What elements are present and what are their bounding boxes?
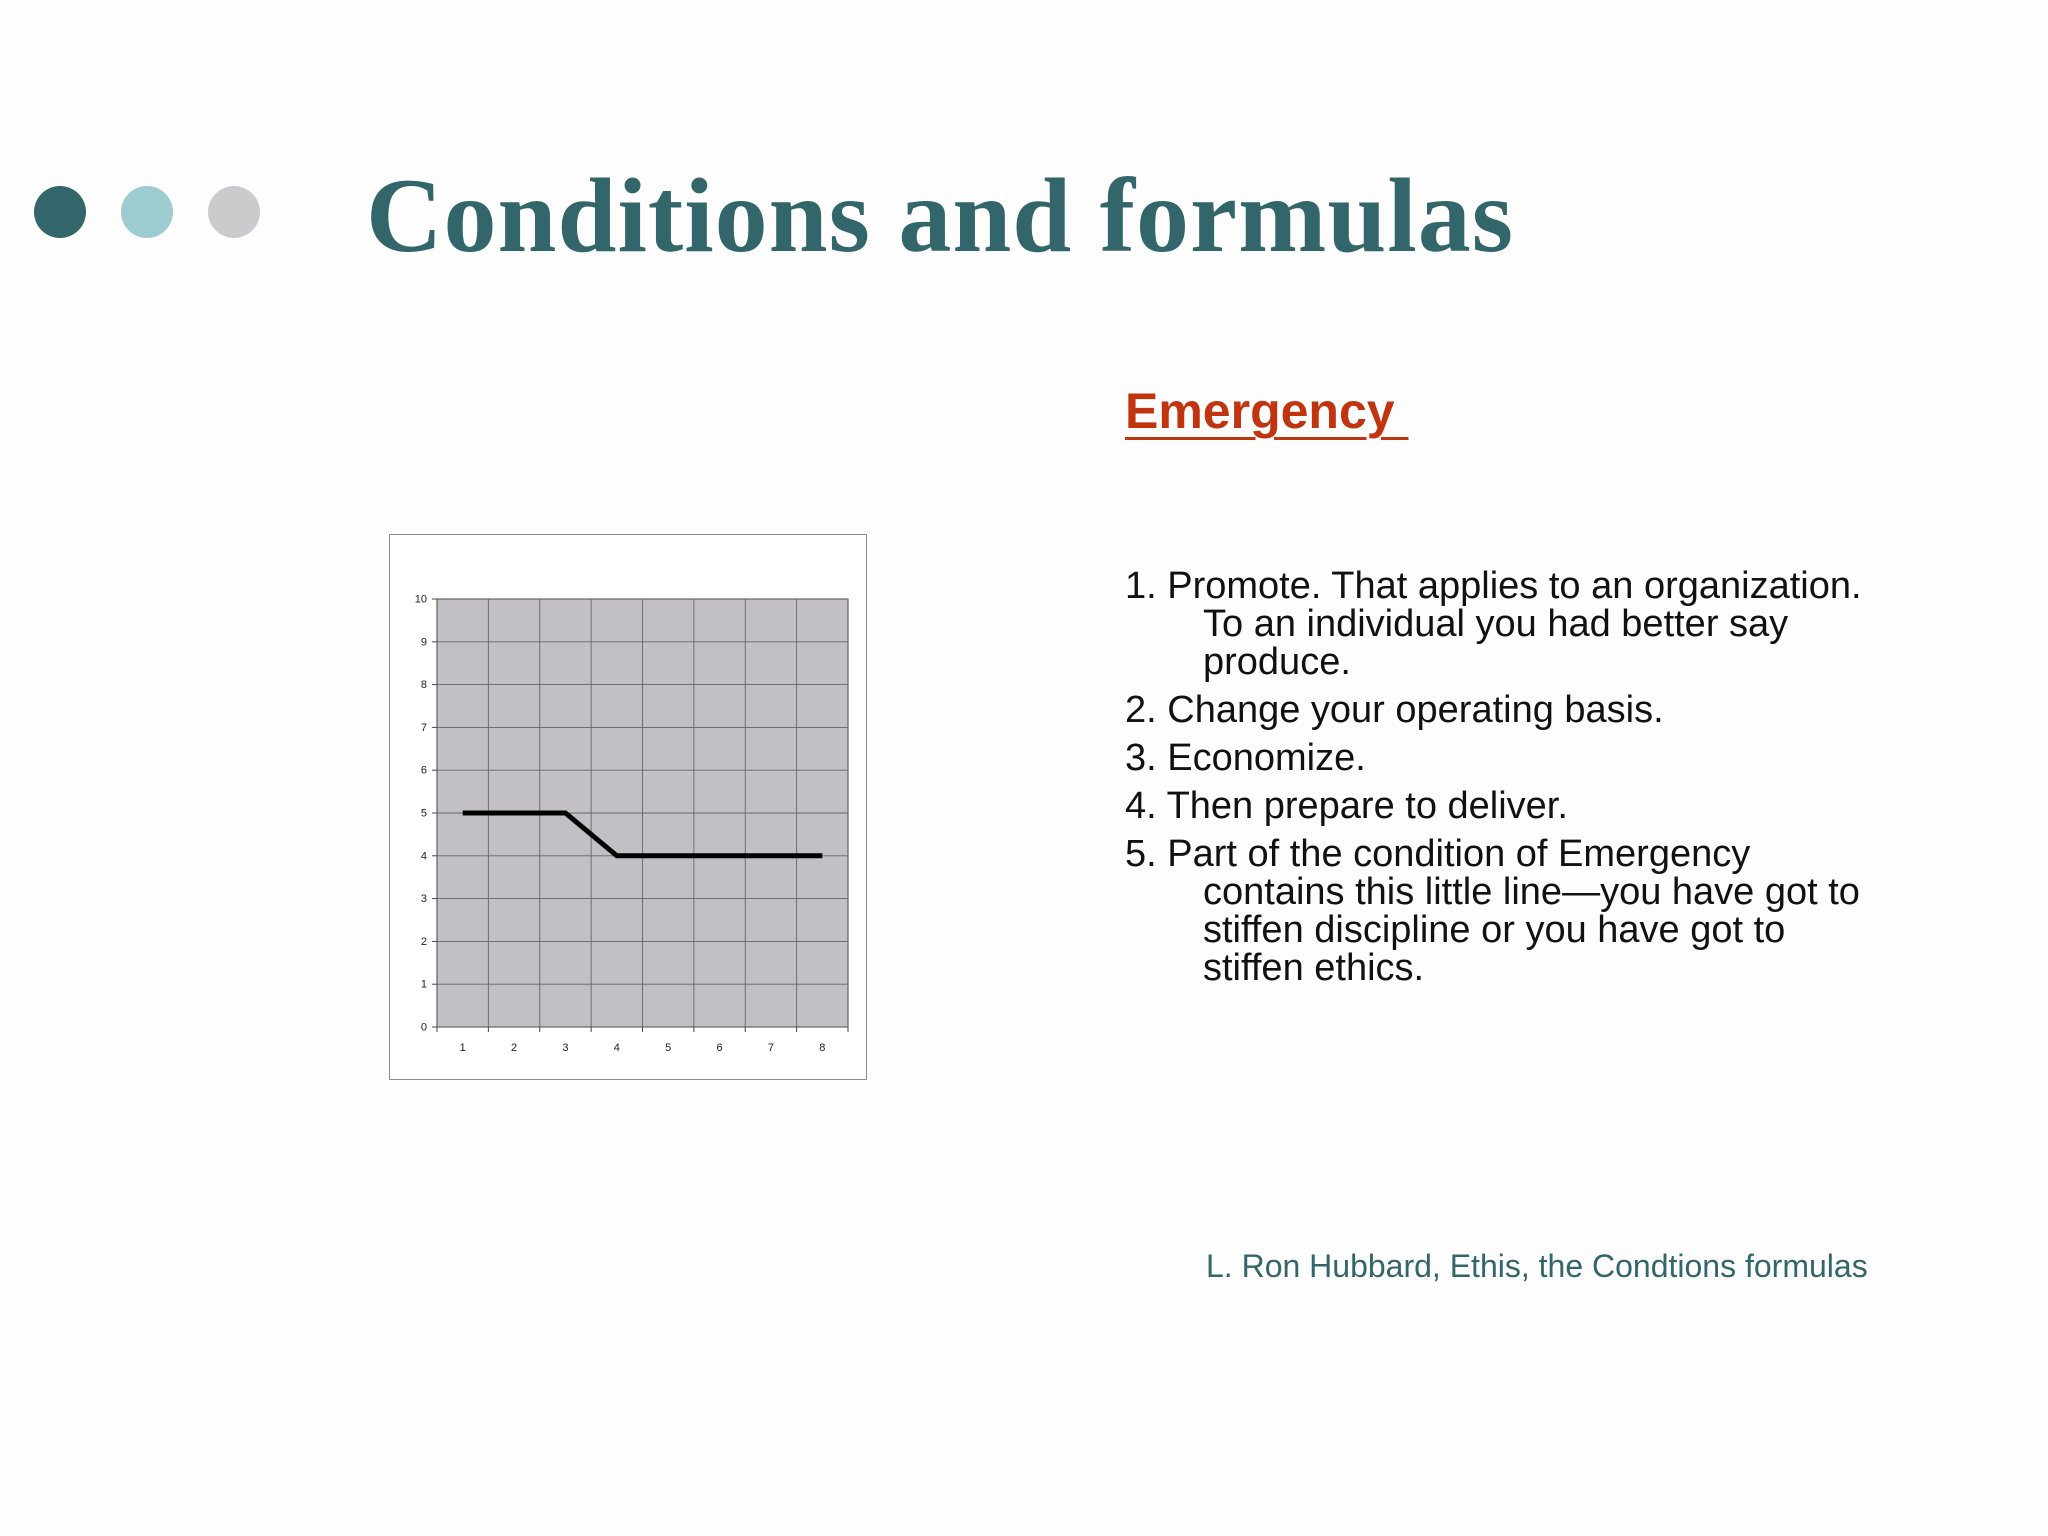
step-number: 4. bbox=[1125, 785, 1167, 827]
x-tick-label: 3 bbox=[562, 1042, 568, 1054]
x-tick-label: 5 bbox=[665, 1042, 671, 1054]
condition-heading: Emergency bbox=[1125, 383, 1409, 439]
formula-step: 3. Economize. bbox=[1125, 739, 2005, 777]
step-number: 3. bbox=[1125, 737, 1168, 779]
step-continuation: stiffen ethics. bbox=[1203, 947, 1425, 989]
x-tick-label: 4 bbox=[614, 1042, 620, 1054]
step-text: Then prepare to deliver. bbox=[1166, 785, 1568, 827]
x-tick-label: 1 bbox=[460, 1042, 466, 1054]
y-tick-label: 1 bbox=[421, 979, 427, 991]
formula-step: 1. Promote. That applies to an organizat… bbox=[1125, 567, 2005, 681]
step-number: 5. bbox=[1125, 833, 1168, 875]
y-tick-label: 0 bbox=[421, 1022, 427, 1034]
source-citation: L. Ron Hubbard, Ethis, the Condtions for… bbox=[1206, 1248, 1868, 1284]
step-number: 2. bbox=[1125, 689, 1168, 731]
step-text: Promote. That applies to an organization… bbox=[1167, 565, 1862, 607]
series-line bbox=[462, 810, 823, 859]
step-text: Part of the condition of Emergency bbox=[1167, 833, 1751, 875]
step-continuation: contains this little line—you have got t… bbox=[1203, 871, 1860, 913]
y-tick-label: 5 bbox=[421, 808, 427, 820]
slide-title: Conditions and formulas bbox=[366, 157, 1515, 274]
x-tick-label: 8 bbox=[819, 1042, 825, 1054]
step-text: Change your operating basis. bbox=[1167, 689, 1664, 731]
x-tick-label: 7 bbox=[768, 1042, 774, 1054]
step-continuation: To an individual you had better say bbox=[1203, 603, 1789, 645]
step-number: 1. bbox=[1125, 565, 1168, 607]
y-tick-label: 6 bbox=[421, 765, 427, 777]
dot-light-teal-icon bbox=[121, 186, 173, 238]
dot-dark-icon bbox=[34, 186, 86, 238]
x-tick-label: 2 bbox=[511, 1042, 517, 1054]
emergency-trend-chart: 0 1 2 3 4 5 6 7 8 9 10 1 2 3 4 5 6 7 8 bbox=[389, 534, 867, 1080]
y-tick-label: 8 bbox=[421, 679, 427, 691]
y-tick-label: 9 bbox=[421, 636, 427, 648]
formula-list: 1. Promote. That applies to an organizat… bbox=[1125, 567, 2005, 997]
step-text: Economize. bbox=[1167, 737, 1366, 779]
step-continuation: stiffen discipline or you have got to bbox=[1203, 909, 1786, 951]
chart-svg: 0 1 2 3 4 5 6 7 8 9 10 1 2 3 4 5 6 7 8 bbox=[415, 594, 849, 1054]
x-tick-label: 6 bbox=[717, 1042, 723, 1054]
y-tick-label: 3 bbox=[421, 893, 427, 905]
y-tick-label: 2 bbox=[421, 936, 427, 948]
y-tick-label: 10 bbox=[415, 594, 427, 606]
y-tick-label: 4 bbox=[421, 850, 427, 862]
formula-step: 5. Part of the condition of Emergency con… bbox=[1125, 835, 2005, 987]
y-tick-label: 7 bbox=[421, 722, 427, 734]
dot-gray-icon bbox=[208, 186, 260, 238]
formula-step: 2. Change your operating basis. bbox=[1125, 691, 2005, 729]
formula-step: 4. Then prepare to deliver. bbox=[1125, 787, 2005, 825]
step-continuation: produce. bbox=[1203, 641, 1351, 683]
